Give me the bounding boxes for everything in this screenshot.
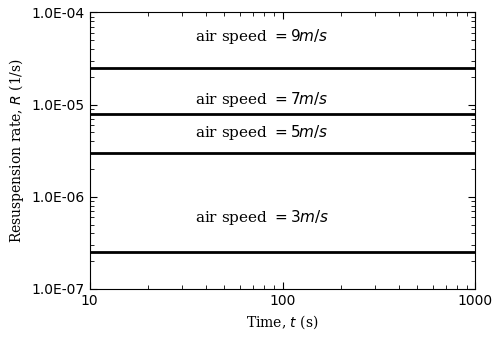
- Text: air speed $= 5m / s$: air speed $= 5m / s$: [194, 123, 328, 142]
- Text: air speed $= 3m / s$: air speed $= 3m / s$: [194, 208, 328, 227]
- Text: air speed $= 7m / s$: air speed $= 7m / s$: [194, 90, 328, 108]
- Text: air speed $= 9m / s$: air speed $= 9m / s$: [194, 27, 328, 46]
- X-axis label: Time, $t$ (s): Time, $t$ (s): [246, 313, 319, 331]
- Y-axis label: Resuspension rate, $R$ (1/s): Resuspension rate, $R$ (1/s): [7, 58, 26, 243]
